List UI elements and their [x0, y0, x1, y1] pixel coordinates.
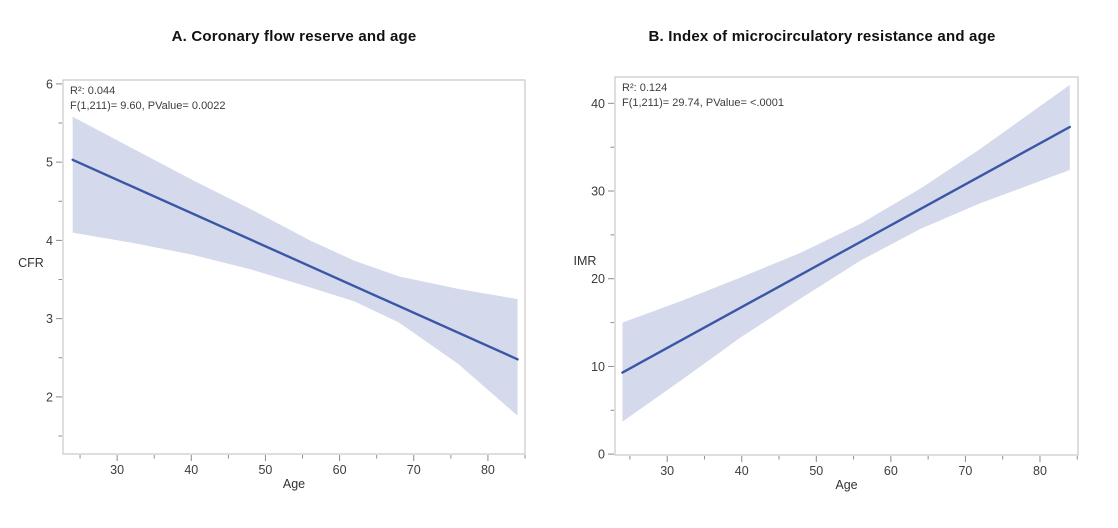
y-axis-tick-label: 20: [591, 272, 605, 286]
panel-a-stats-annotation: R²: 0.044 F(1,211)= 9.60, PValue= 0.0022: [70, 84, 226, 114]
y-axis-tick-label: 10: [591, 360, 605, 374]
panel-b-plot: 30 40 50 60 70 80 0 10 20 30 40: [591, 76, 1079, 478]
x-axis-tick-label: 40: [184, 463, 198, 477]
panel-b-y-axis-label: IMR: [573, 254, 597, 268]
x-axis-tick-label: 40: [735, 464, 749, 478]
plot-frame: [614, 76, 1079, 456]
y-axis-tick-label: 5: [46, 156, 53, 170]
y-axis-tick-label: 4: [46, 234, 53, 248]
x-axis-tick-label: 80: [481, 463, 495, 477]
y-axis-tick-label: 0: [598, 448, 605, 462]
y-axis-tick-label: 40: [591, 97, 605, 111]
y-axis-tick-label: 30: [591, 185, 605, 199]
panel-a-y-axis-label: CFR: [18, 256, 44, 270]
panel-b-x-axis-label: Age: [835, 478, 858, 492]
x-axis-tick-label: 50: [809, 464, 823, 478]
panel-a-f-test-text: F(1,211)= 9.60, PValue= 0.0022: [70, 100, 226, 112]
panel-a-title: A. Coronary flow reserve and age: [171, 28, 417, 45]
panel-b-stats-annotation: R²: 0.124 F(1,211)= 29.74, PValue= <.000…: [622, 81, 784, 111]
panel-b-r-squared-text: R²: 0.124: [622, 82, 668, 94]
plot-frame: [62, 79, 526, 455]
regression-fit-line: [621, 125, 1071, 374]
x-axis-tick-label: 60: [333, 463, 347, 477]
panel-a-plot: 30 40 50 60 70 80 2 3 4 5 6: [46, 77, 526, 477]
confidence-band: [622, 84, 1070, 422]
regression-fit-line: [71, 158, 519, 361]
x-axis-tick-label: 80: [1033, 464, 1047, 478]
panel-a-x-axis-label: Age: [282, 477, 306, 491]
y-axis-tick-label: 6: [46, 77, 53, 91]
y-axis-tick-label: 2: [46, 390, 53, 404]
panel-b-title: B. Index of microcirculatory resistance …: [648, 28, 996, 45]
x-axis-tick-label: 50: [258, 463, 272, 477]
panel-a-r-squared-text: R²: 0.044: [70, 85, 116, 97]
x-axis-tick-label: 30: [660, 464, 674, 478]
panel-b-f-test-text: F(1,211)= 29.74, PValue= <.0001: [622, 97, 784, 109]
x-axis-tick-label: 60: [884, 464, 898, 478]
x-axis-tick-label: 30: [110, 463, 124, 477]
confidence-band: [72, 116, 518, 416]
x-axis-tick-label: 70: [958, 464, 972, 478]
y-axis-tick-label: 3: [46, 312, 53, 326]
x-axis-tick-label: 70: [407, 463, 421, 477]
